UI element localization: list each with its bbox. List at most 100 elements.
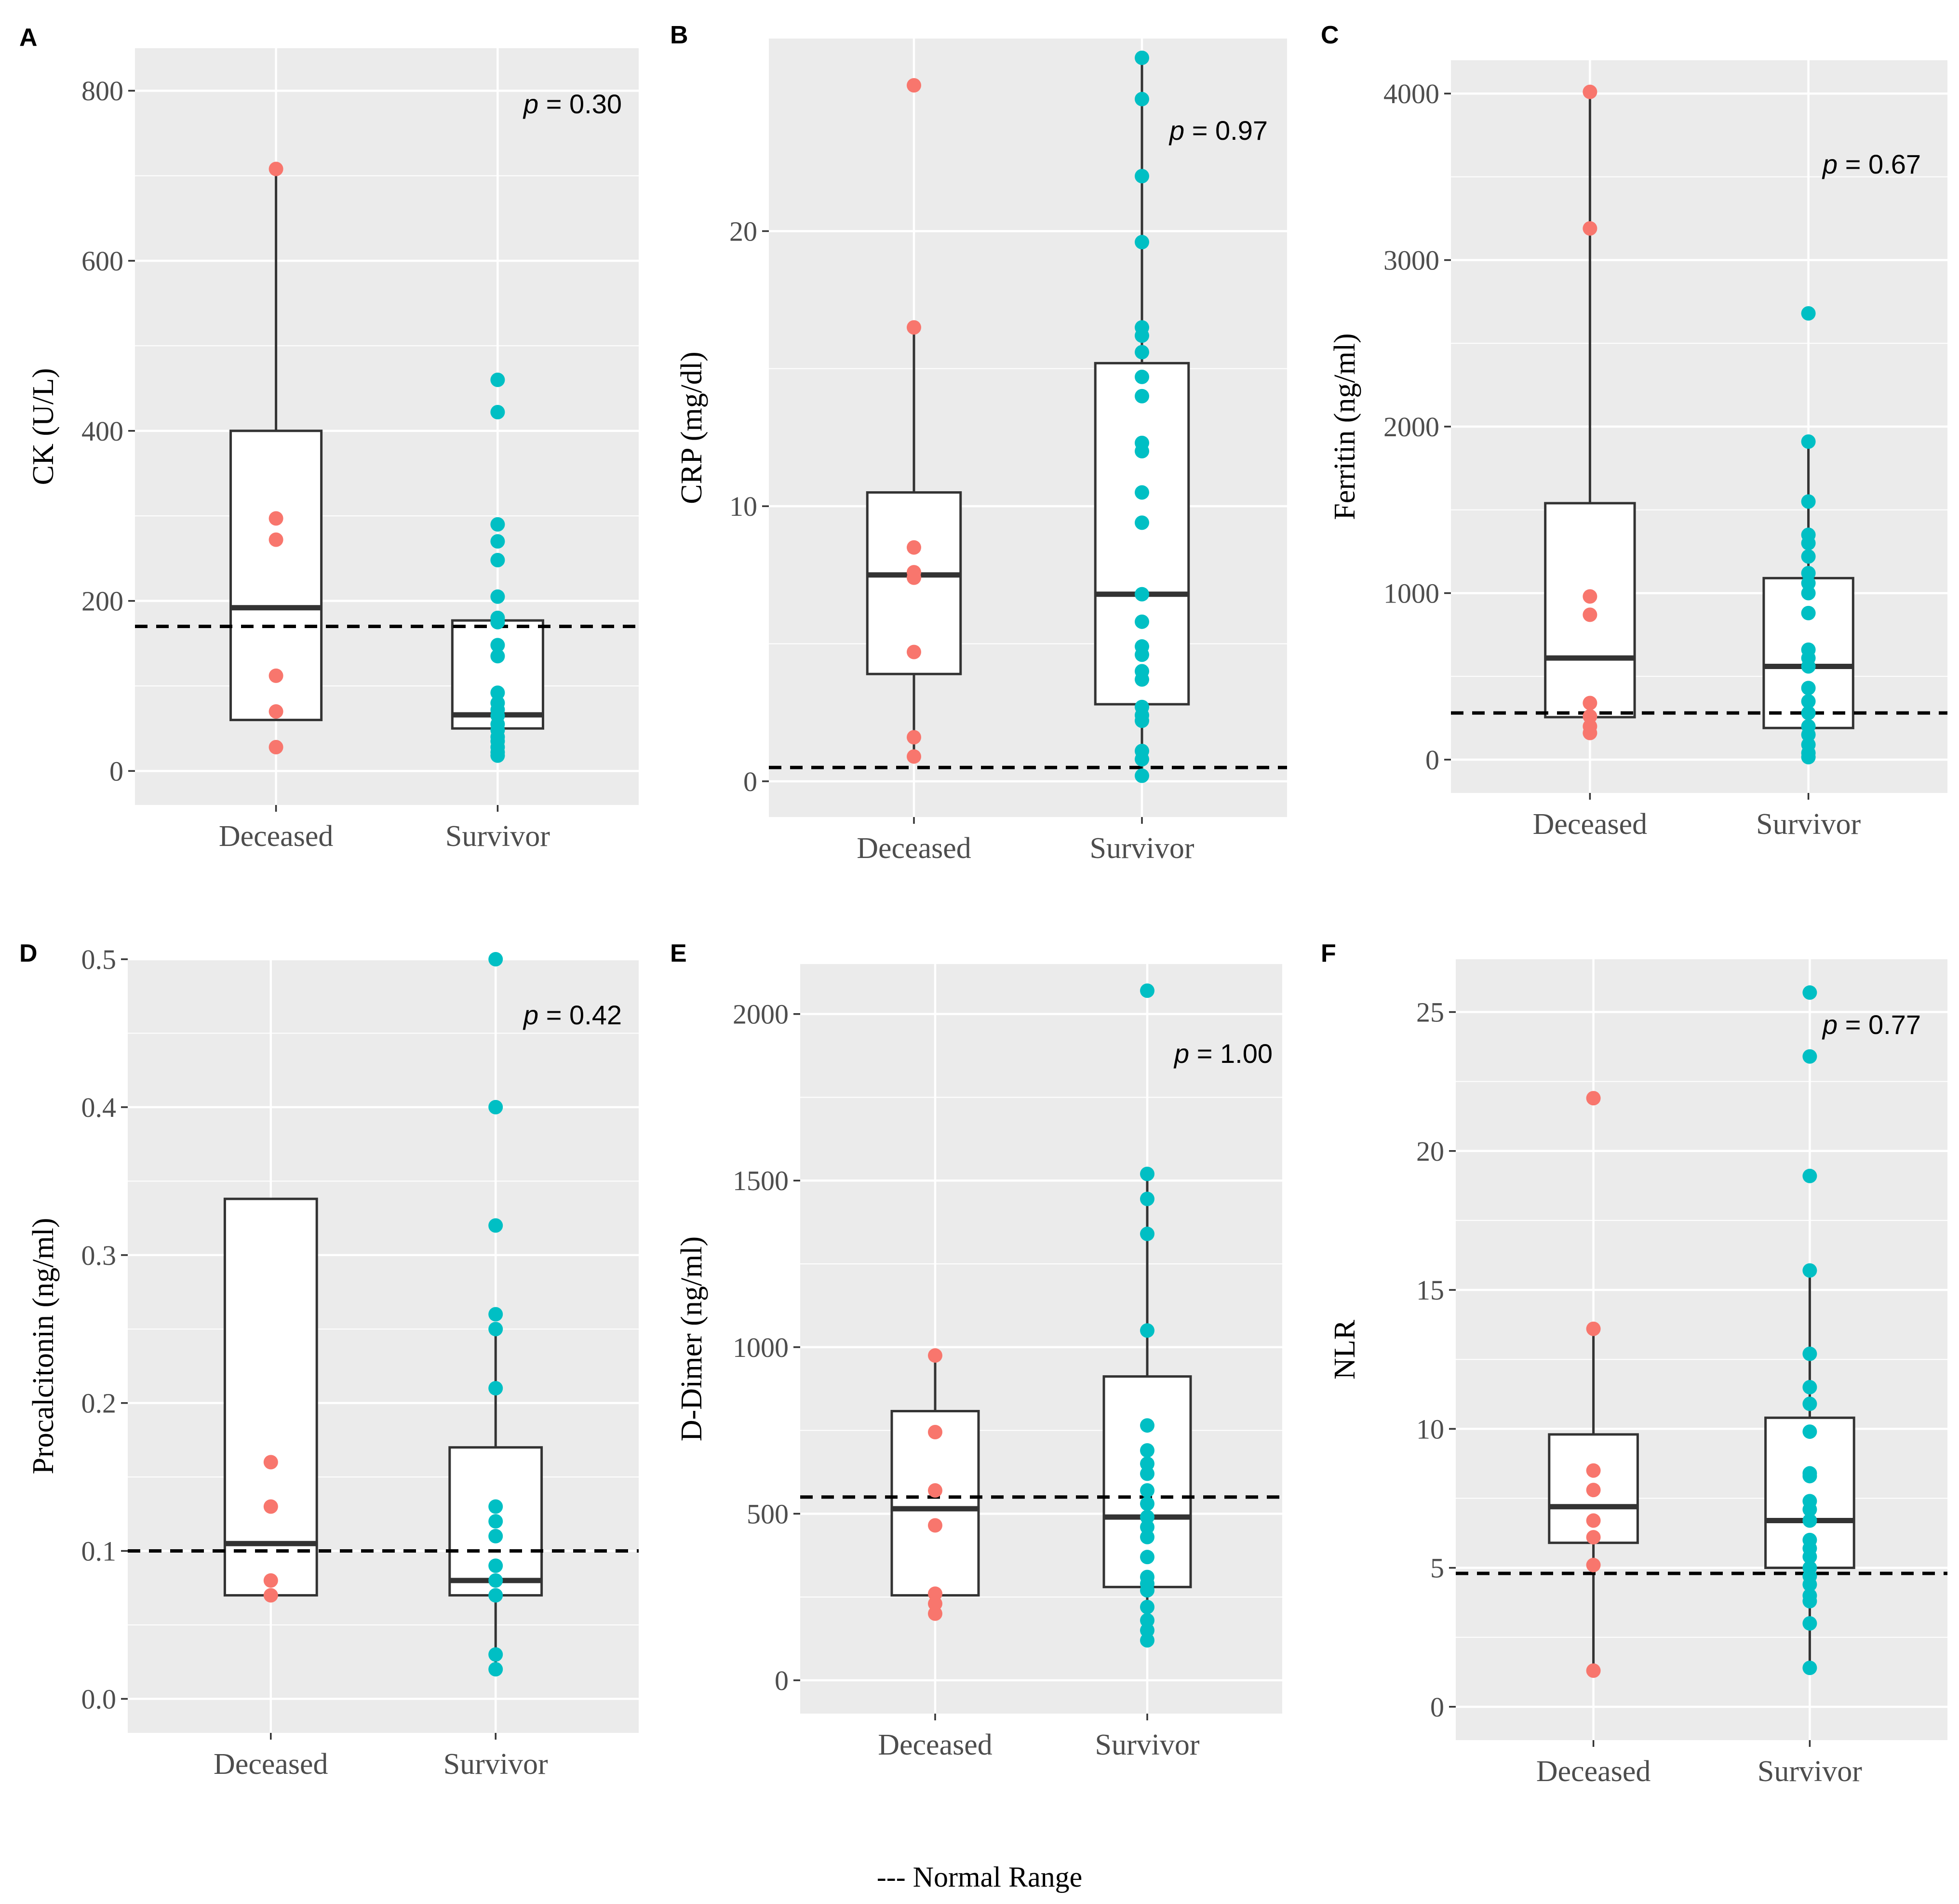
data-point-survivor — [490, 517, 505, 532]
plot-background — [769, 39, 1287, 817]
plot-background — [135, 48, 639, 805]
data-point-survivor — [1802, 985, 1817, 1000]
data-point-deceased — [268, 740, 283, 755]
data-point-survivor — [1135, 515, 1149, 530]
data-point-survivor — [488, 1662, 503, 1677]
y-tick-label: 2000 — [1383, 411, 1439, 442]
panel-letter: B — [670, 21, 688, 49]
data-point-deceased — [928, 1596, 942, 1611]
normal-range-legend: --- Normal Range — [876, 1861, 1083, 1893]
data-point-deceased — [907, 730, 921, 745]
y-tick-label: 600 — [81, 245, 123, 277]
data-point-survivor — [1802, 1549, 1817, 1564]
panel-e: 0 500 1000 1500 2000 Deceased Survivor E D-Dimer… — [670, 939, 1282, 1761]
data-point-survivor — [1135, 614, 1149, 629]
y-tick-label: 0.0 — [81, 1683, 117, 1715]
y-tick-label: 10 — [729, 491, 757, 522]
data-point-survivor — [1801, 681, 1816, 696]
plot-background — [1456, 959, 1947, 1740]
data-point-deceased — [928, 1586, 942, 1601]
p-symbol: p — [1822, 1009, 1845, 1040]
data-point-survivor — [488, 1307, 503, 1322]
y-tick-label: 200 — [81, 586, 123, 617]
y-axis-title: D-Dimer (ng/ml) — [675, 1236, 708, 1441]
y-tick-label: 1500 — [733, 1165, 789, 1196]
data-point-deceased — [907, 320, 921, 335]
data-point-deceased — [263, 1499, 278, 1514]
data-point-survivor — [1802, 1513, 1817, 1528]
data-point-survivor — [1135, 235, 1149, 250]
data-point-survivor — [1135, 444, 1149, 459]
data-point-deceased — [928, 1606, 942, 1621]
y-axis-title: Procalcitonin (ng/ml) — [27, 1218, 60, 1474]
data-point-survivor — [1802, 1380, 1817, 1394]
data-point-survivor — [488, 1218, 503, 1233]
data-point-deceased — [1586, 1321, 1601, 1336]
data-point-survivor — [1140, 1623, 1154, 1638]
data-point-deceased — [907, 644, 921, 659]
data-point-survivor — [488, 1499, 503, 1514]
y-tick-label: 0 — [743, 766, 757, 797]
data-point-survivor — [1801, 494, 1816, 509]
p-value: = 0.97 — [1192, 115, 1268, 146]
data-point-survivor — [1140, 1510, 1154, 1525]
data-point-survivor — [490, 372, 505, 387]
x-category-label-survivor: Survivor — [1090, 832, 1194, 865]
data-point-survivor — [1140, 1167, 1154, 1181]
data-point-deceased — [1583, 725, 1597, 740]
x-category-label-survivor: Survivor — [443, 1748, 548, 1781]
data-point-deceased — [1583, 589, 1597, 604]
data-point-deceased — [1583, 607, 1597, 622]
p-symbol: p — [523, 1000, 546, 1030]
data-point-survivor — [1140, 1418, 1154, 1433]
data-point-deceased — [928, 1483, 942, 1498]
plot-background — [128, 959, 639, 1733]
p-value: = 0.42 — [546, 1000, 622, 1030]
data-point-survivor — [488, 1588, 503, 1603]
data-point-survivor — [1802, 1577, 1817, 1592]
data-point-deceased — [1586, 1463, 1601, 1478]
data-point-deceased — [907, 570, 921, 585]
data-point-survivor — [1802, 1263, 1817, 1278]
x-category-label-deceased: Deceased — [857, 832, 971, 865]
data-point-survivor — [1135, 369, 1149, 384]
data-point-survivor — [1135, 485, 1149, 500]
data-point-survivor — [1135, 672, 1149, 687]
x-category-label-deceased: Deceased — [1536, 1755, 1651, 1788]
data-point-survivor — [1802, 1168, 1817, 1183]
data-point-survivor — [1801, 586, 1816, 601]
plot-background — [800, 964, 1282, 1714]
x-category-label-deceased: Deceased — [219, 820, 334, 853]
data-point-survivor — [1802, 1396, 1817, 1411]
y-tick-label: 20 — [1416, 1136, 1444, 1167]
y-axis-title: NLR — [1328, 1319, 1361, 1380]
y-tick-label: 0 — [109, 755, 123, 787]
data-point-survivor — [1801, 750, 1816, 764]
data-point-survivor — [1135, 50, 1149, 65]
data-point-survivor — [488, 1558, 503, 1573]
y-tick-label: 0.4 — [81, 1092, 117, 1123]
data-point-deceased — [1586, 1091, 1601, 1106]
data-point-deceased — [268, 704, 283, 719]
data-point-survivor — [1140, 1466, 1154, 1481]
data-point-survivor — [1140, 1529, 1154, 1544]
data-point-survivor — [488, 1381, 503, 1395]
data-point-survivor — [1140, 983, 1154, 998]
data-point-survivor — [1140, 1192, 1154, 1207]
data-point-survivor — [1140, 1599, 1154, 1614]
data-point-survivor — [1140, 1456, 1154, 1471]
p-value: = 0.77 — [1845, 1009, 1921, 1040]
data-point-deceased — [1583, 221, 1597, 236]
data-point-survivor — [1135, 587, 1149, 602]
data-point-survivor — [1135, 752, 1149, 767]
data-point-survivor — [1140, 1613, 1154, 1628]
data-point-survivor — [488, 1647, 503, 1662]
p-value: = 0.67 — [1845, 149, 1921, 179]
y-tick-label: 15 — [1416, 1274, 1444, 1306]
p-value: = 1.00 — [1197, 1038, 1273, 1069]
data-point-survivor — [488, 1573, 503, 1588]
data-point-survivor — [1140, 1483, 1154, 1498]
data-point-survivor — [1802, 1346, 1817, 1361]
x-category-label-deceased: Deceased — [878, 1729, 993, 1761]
data-point-survivor — [490, 552, 505, 567]
